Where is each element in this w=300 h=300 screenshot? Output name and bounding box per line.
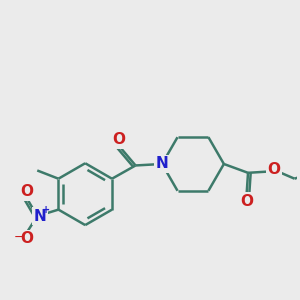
Text: N: N [33, 208, 46, 224]
Text: O: O [267, 162, 280, 177]
Text: N: N [156, 157, 168, 172]
Text: O: O [240, 194, 253, 209]
Text: +: + [42, 205, 50, 214]
Text: O: O [112, 132, 125, 147]
Text: O: O [20, 231, 33, 246]
Text: O: O [20, 184, 33, 200]
Text: −: − [14, 231, 24, 244]
